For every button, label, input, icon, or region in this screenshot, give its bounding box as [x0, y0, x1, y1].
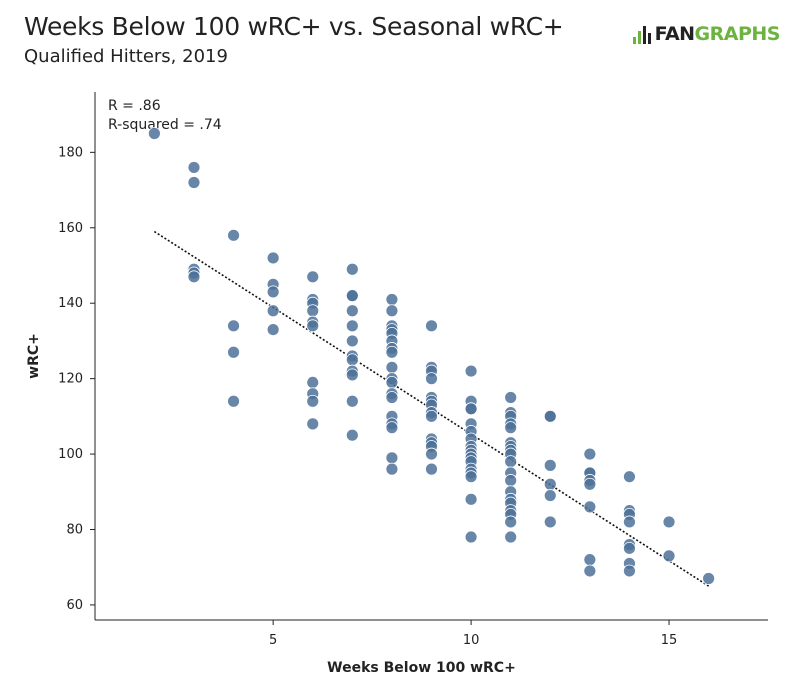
data-point	[464, 402, 478, 416]
data-point	[543, 477, 557, 491]
data-point	[306, 417, 320, 431]
data-point	[345, 262, 359, 276]
data-point	[543, 458, 557, 472]
data-point	[345, 319, 359, 333]
data-point	[623, 470, 636, 484]
y-tick-label: 180	[58, 145, 83, 160]
y-tick-label: 60	[66, 598, 83, 613]
data-point	[147, 127, 161, 140]
data-point	[504, 391, 518, 404]
data-point	[425, 447, 438, 461]
data-point	[425, 409, 438, 423]
data-point	[345, 353, 359, 367]
data-point	[504, 515, 518, 529]
data-point	[425, 372, 438, 386]
x-tick-label: 15	[661, 633, 678, 648]
data-point	[385, 360, 399, 374]
data-point	[187, 176, 201, 189]
y-tick-label: 80	[66, 522, 83, 537]
data-point	[385, 391, 399, 404]
data-point	[345, 428, 359, 442]
data-point	[345, 334, 359, 348]
data-point	[385, 375, 399, 389]
data-point	[702, 572, 716, 585]
data-point	[583, 500, 597, 514]
r-value-annotation: R = .86	[108, 98, 161, 114]
chart-title: Weeks Below 100 wRC+ vs. Seasonal wRC+	[24, 12, 564, 41]
data-point	[385, 451, 399, 465]
r-squared-annotation: R-squared = .74	[108, 117, 222, 133]
y-tick-label: 120	[58, 372, 83, 387]
data-point	[227, 228, 240, 242]
y-tick-label: 140	[58, 296, 83, 311]
data-point	[306, 319, 320, 333]
data-point	[385, 293, 399, 306]
logo-text-graphs: GRAPHS	[694, 23, 781, 45]
data-point	[187, 161, 201, 174]
data-point	[306, 270, 320, 284]
data-point	[425, 319, 438, 333]
data-point	[345, 289, 359, 303]
data-point	[543, 409, 557, 423]
data-point	[662, 549, 676, 563]
data-point	[266, 285, 280, 299]
data-point	[345, 304, 359, 318]
data-point	[623, 564, 636, 578]
data-point	[227, 319, 240, 333]
data-point	[464, 470, 478, 484]
data-point	[583, 447, 597, 461]
logo-text-fan: FAN	[654, 23, 695, 45]
data-point	[385, 345, 399, 359]
data-point	[583, 564, 597, 578]
data-point	[345, 394, 359, 408]
x-tick-label: 10	[463, 633, 480, 648]
data-point	[543, 515, 557, 529]
y-axis-label: wRC+	[26, 333, 42, 379]
chart-subtitle: Qualified Hitters, 2019	[24, 46, 228, 67]
data-point	[306, 394, 320, 408]
fangraphs-logo-icon	[632, 26, 651, 44]
data-point	[464, 530, 478, 544]
data-point	[345, 368, 359, 382]
data-point	[504, 474, 518, 487]
x-tick-label: 5	[269, 633, 277, 648]
data-point	[504, 530, 518, 544]
data-point	[464, 364, 478, 378]
data-point	[504, 421, 518, 435]
data-point	[227, 394, 240, 408]
data-point	[464, 492, 478, 506]
fangraphs-logo[interactable]: FANGRAPHS	[632, 20, 781, 48]
x-axis-label: Weeks Below 100 wRC+	[327, 660, 516, 676]
data-point	[266, 323, 280, 337]
y-tick-label: 160	[58, 221, 83, 236]
data-point	[662, 515, 676, 529]
data-point	[187, 270, 201, 284]
data-point	[623, 515, 636, 529]
y-tick-label: 100	[58, 447, 83, 462]
data-point	[266, 304, 280, 318]
data-point	[306, 375, 320, 389]
data-point	[385, 462, 399, 476]
data-point	[583, 477, 597, 491]
data-point	[623, 541, 636, 555]
data-point	[425, 462, 438, 476]
data-point	[227, 345, 240, 359]
data-point	[385, 304, 399, 318]
data-point	[266, 251, 280, 265]
data-point	[543, 489, 557, 502]
data-point	[385, 421, 399, 435]
data-point	[306, 304, 320, 318]
data-point	[583, 553, 597, 567]
data-point	[504, 455, 518, 469]
